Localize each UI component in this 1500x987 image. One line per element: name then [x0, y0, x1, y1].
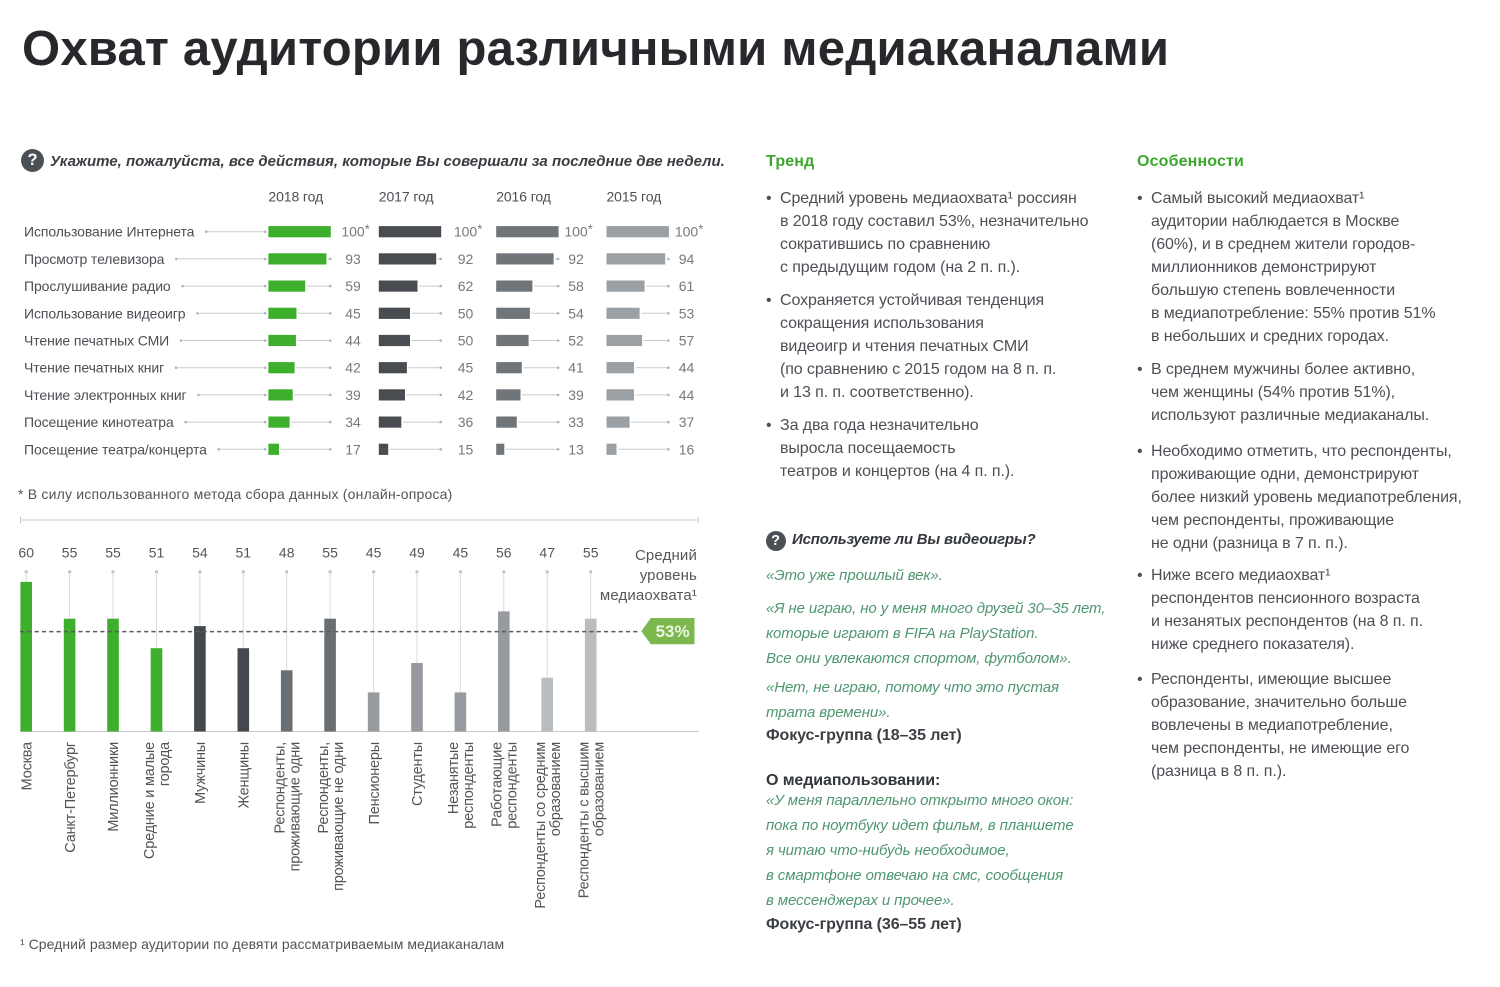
svg-text:49: 49 [409, 545, 425, 561]
svg-text:16: 16 [679, 441, 695, 457]
svg-text:образованием: образованием [548, 742, 564, 836]
svg-text:2015 год: 2015 год [607, 189, 662, 205]
svg-text:55: 55 [62, 545, 78, 561]
svg-text:Респонденты,: Респонденты, [272, 742, 288, 834]
svg-text:Посещение кинотеатра: Посещение кинотеатра [24, 414, 174, 430]
svg-text:Незанятые: Незанятые [446, 742, 462, 814]
svg-text:Мужчины: Мужчины [193, 742, 209, 804]
svg-text:94: 94 [679, 251, 695, 267]
svg-text:54: 54 [192, 545, 208, 561]
svg-text:Санкт-Петербург: Санкт-Петербург [63, 742, 79, 853]
svg-text:Студенты: Студенты [410, 742, 426, 806]
svg-text:60: 60 [18, 545, 34, 561]
svg-text:Чтение электронных книг: Чтение электронных книг [24, 387, 187, 403]
svg-text:Пенсионеры: Пенсионеры [367, 742, 383, 824]
svg-text:проживающие не одни: проживающие не одни [331, 742, 347, 891]
svg-text:50: 50 [458, 333, 474, 349]
svg-text:61: 61 [679, 278, 695, 294]
svg-text:Чтение печатных СМИ: Чтение печатных СМИ [24, 333, 169, 349]
svg-text:45: 45 [345, 305, 361, 321]
svg-text:Использование видеоигр: Использование видеоигр [24, 305, 186, 321]
svg-text:100: 100 [454, 224, 478, 240]
svg-text:55: 55 [105, 545, 121, 561]
svg-text:100: 100 [564, 224, 588, 240]
svg-text:Использование Интернета: Использование Интернета [24, 224, 195, 240]
svg-text:100: 100 [675, 224, 699, 240]
svg-text:39: 39 [568, 387, 584, 403]
svg-text:Прослушивание радио: Прослушивание радио [24, 278, 171, 294]
svg-text:39: 39 [345, 387, 361, 403]
svg-text:51: 51 [236, 545, 252, 561]
svg-text:медиаохвата¹: медиаохвата¹ [600, 587, 697, 604]
svg-text:17: 17 [345, 441, 361, 457]
svg-text:51: 51 [149, 545, 165, 561]
svg-text:41: 41 [568, 360, 584, 376]
svg-text:45: 45 [453, 545, 469, 561]
svg-text:13: 13 [568, 441, 584, 457]
svg-text:42: 42 [458, 387, 474, 403]
svg-text:Просмотр телевизора: Просмотр телевизора [24, 251, 165, 267]
svg-text:52: 52 [568, 333, 584, 349]
svg-text:2017 год: 2017 год [379, 189, 434, 205]
svg-text:2016 год: 2016 год [496, 189, 551, 205]
svg-text:59: 59 [345, 278, 361, 294]
svg-text:53%: 53% [656, 622, 690, 641]
svg-text:33: 33 [568, 414, 584, 430]
svg-text:45: 45 [458, 360, 474, 376]
svg-text:44: 44 [679, 360, 695, 376]
svg-text:42: 42 [345, 360, 361, 376]
svg-text:50: 50 [458, 305, 474, 321]
svg-text:34: 34 [345, 414, 361, 430]
svg-text:54: 54 [568, 305, 584, 321]
svg-text:Чтение печатных книг: Чтение печатных книг [24, 360, 164, 376]
svg-text:проживающие одни: проживающие одни [287, 742, 303, 871]
svg-text:Миллионники: Миллионники [106, 742, 122, 832]
svg-text:62: 62 [458, 278, 474, 294]
svg-text:города: города [157, 741, 173, 786]
svg-text:Респонденты со средним: Респонденты со средним [533, 742, 549, 909]
svg-text:45: 45 [366, 545, 382, 561]
svg-text:36: 36 [458, 414, 474, 430]
svg-text:Работающие: Работающие [490, 742, 506, 827]
svg-text:15: 15 [458, 441, 474, 457]
svg-text:Средний: Средний [635, 547, 697, 564]
svg-text:*: * [477, 222, 482, 237]
svg-text:37: 37 [679, 414, 695, 430]
svg-text:уровень: уровень [640, 567, 697, 584]
svg-text:*: * [365, 222, 370, 237]
svg-text:образованием: образованием [591, 742, 607, 836]
svg-text:*: * [698, 222, 703, 237]
svg-text:44: 44 [345, 333, 361, 349]
svg-text:Средние и малые: Средние и малые [142, 742, 158, 859]
svg-text:55: 55 [583, 545, 599, 561]
svg-text:55: 55 [322, 545, 338, 561]
svg-text:47: 47 [539, 545, 555, 561]
svg-text:44: 44 [679, 387, 695, 403]
svg-text:92: 92 [458, 251, 474, 267]
svg-text:респонденты: респонденты [461, 742, 477, 829]
svg-text:Москва: Москва [19, 741, 35, 790]
svg-text:57: 57 [679, 333, 695, 349]
svg-text:2018 год: 2018 год [268, 189, 323, 205]
svg-text:Посещение театра/концерта: Посещение театра/концерта [24, 441, 207, 457]
svg-text:респонденты: респонденты [505, 742, 521, 829]
svg-text:93: 93 [345, 251, 361, 267]
svg-text:92: 92 [568, 251, 584, 267]
svg-text:Респонденты,: Респонденты, [316, 742, 332, 834]
svg-text:Женщины: Женщины [237, 742, 253, 808]
svg-text:53: 53 [679, 305, 695, 321]
svg-text:100: 100 [341, 224, 365, 240]
svg-text:Респонденты с высшим: Респонденты с высшим [576, 742, 592, 898]
svg-text:*: * [588, 222, 593, 237]
svg-text:56: 56 [496, 545, 512, 561]
svg-text:58: 58 [568, 278, 584, 294]
svg-text:48: 48 [279, 545, 295, 561]
